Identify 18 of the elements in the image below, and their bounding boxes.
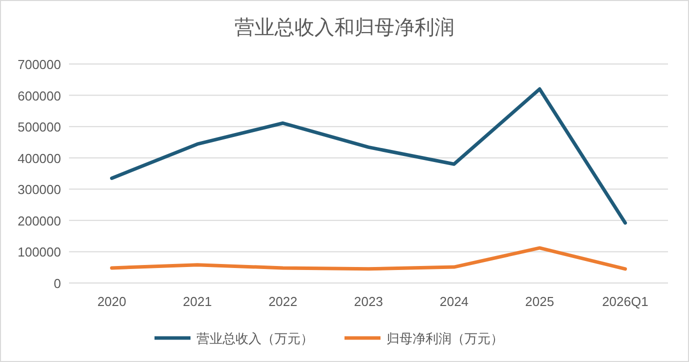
x-tick-label: 2020 — [97, 294, 126, 309]
x-tick-label: 2025 — [525, 294, 554, 309]
y-tick-label: 200000 — [18, 213, 61, 228]
y-tick-label: 600000 — [18, 88, 61, 104]
x-tick-label: 2026Q1 — [602, 294, 648, 309]
x-tick-label: 2023 — [354, 294, 383, 309]
legend-label: 归母净利润（万元） — [386, 331, 504, 346]
y-tick-label: 700000 — [18, 57, 61, 72]
x-tick-label: 2024 — [440, 294, 469, 309]
y-tick-label: 400000 — [18, 150, 61, 166]
chart-title: 营业总收入和归母净利润 — [234, 17, 454, 39]
x-tick-label: 2021 — [182, 294, 212, 309]
y-tick-label: 500000 — [18, 120, 61, 135]
legend-label: 营业总收入（万元） — [196, 331, 314, 346]
x-tick-label: 2022 — [268, 294, 298, 309]
y-tick-label: 100000 — [18, 244, 61, 260]
y-tick-label: 300000 — [18, 182, 61, 198]
y-tick-label: 0 — [54, 276, 61, 291]
